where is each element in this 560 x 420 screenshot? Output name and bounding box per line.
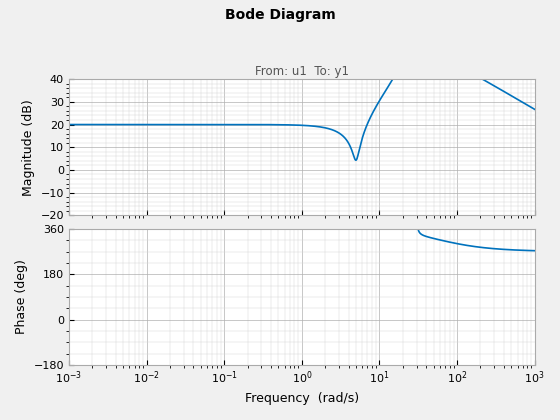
X-axis label: Frequency  (rad/s): Frequency (rad/s) [245,392,359,405]
sys_id [244,122,251,127]
sys_id [66,226,72,231]
sys_id [146,122,153,127]
Title: From: u1  To: y1: From: u1 To: y1 [255,65,349,78]
sys_id [264,226,271,231]
sys_id [522,102,529,107]
Y-axis label: Magnitude (dB): Magnitude (dB) [22,99,35,196]
sys_id [352,158,359,163]
sys_id [376,185,382,190]
sys_id [264,122,271,127]
Y-axis label: Phase (deg): Phase (deg) [15,260,28,334]
sys_id [66,122,72,127]
sys_id [522,248,529,253]
Line: sys_id: sys_id [69,188,535,251]
Line: sys_id: sys_id [69,0,535,160]
sys_id [146,226,153,231]
sys_id [119,226,125,231]
Text: Bode Diagram: Bode Diagram [225,8,335,22]
sys_id [531,107,538,112]
sys_id [531,248,538,253]
sys_id [472,244,479,249]
sys_id [244,226,251,231]
sys_id [472,73,479,78]
sys_id [119,122,125,127]
